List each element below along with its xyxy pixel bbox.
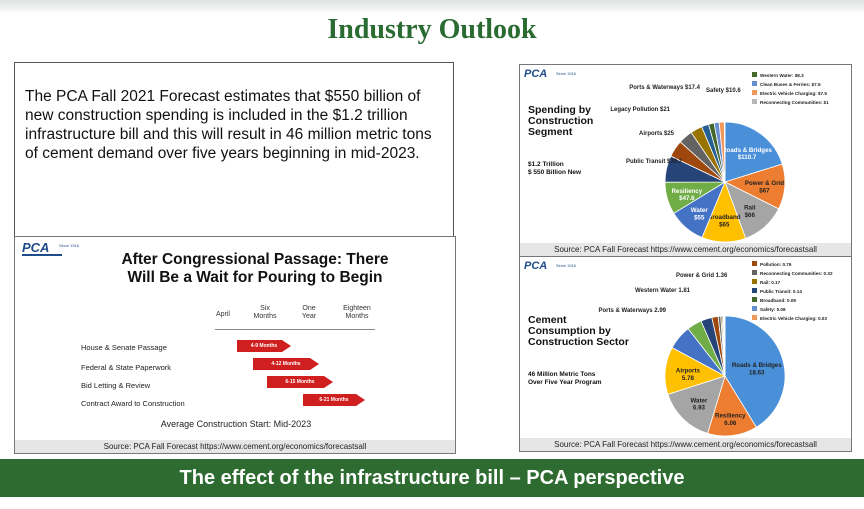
pie-slice-water: [667, 375, 726, 434]
cement-note-1: 46 Million Metric Tons: [528, 371, 596, 378]
pie-label-roads-bridges: Roads & Bridges 18.63: [732, 362, 782, 376]
timeline-panel: PCA Since 1916 After Congressional Passa…: [14, 236, 456, 454]
legend-swatch-reconnecting-communities: [752, 99, 757, 104]
pca-logo: PCA: [524, 68, 548, 80]
spending-note-1: $1.2 Trillion: [528, 161, 564, 168]
cement-pie-chart: Roads & Bridges 18.63 Resiliency 6.06 Water 6…: [599, 261, 833, 437]
timeline-title-line2: Will Be a Wait for Pouring to Begin: [127, 269, 383, 286]
legend-label-clean-buses-ferries: Clean Buses & Ferries: $7.5: [760, 82, 821, 87]
pie-label-power-grid: Power & Grid 1.36: [676, 273, 728, 279]
intro-textbox: The PCA Fall 2021 Forecast estimates tha…: [14, 62, 454, 238]
pie-slice-roads-bridges: [724, 315, 786, 428]
spending-note-2: $ 550 Billion New: [528, 169, 582, 176]
legend-label-public-transit: Public Transit: 0.14: [760, 289, 802, 294]
pie-label-airports: Airports $25: [639, 131, 675, 137]
timeline-col-six-months: Six Months: [253, 305, 277, 320]
legend-swatch-reconnecting-communities: [752, 270, 757, 275]
timeline-row-label: Contract Award to Construction: [81, 399, 185, 408]
legend-swatch-western-water: [752, 72, 757, 77]
pie-label-airports: Airports 5.78: [676, 368, 701, 382]
pie-label-ports-waterways: Ports & Waterways 2.99: [599, 308, 667, 314]
top-shade: [0, 0, 864, 14]
pie-label-western-water: Western Water 1.81: [635, 288, 691, 294]
logo-rule: [22, 254, 62, 256]
pie-label-resiliency: Resiliency 6.06: [715, 413, 746, 427]
pie-label-broadband: Broadband $65: [708, 214, 741, 228]
legend-label-reconnecting-communities: Reconnecting Communities: $1: [760, 100, 829, 105]
timeline-row-label: House & Senate Passage: [81, 343, 167, 352]
timeline-bar: 4-12 Months: [253, 358, 319, 370]
legend-label-safety: Safety: 0.08: [760, 307, 786, 312]
legend-label-western-water: Western Water: $8.3: [760, 73, 804, 78]
pca-logo-sub: Since 1916: [556, 71, 577, 76]
pie-label-roads-bridges: Roads & Bridges $110.7: [722, 147, 772, 161]
legend-swatch-clean-buses-ferries: [752, 81, 757, 86]
pca-logo-sub: Since 1916: [556, 263, 577, 268]
page-title: Industry Outlook: [327, 14, 537, 45]
pca-logo: PCA: [524, 260, 548, 272]
pie-label-safety: Safety $10.6: [706, 88, 741, 94]
timeline-row-label: Bid Letting & Review: [81, 381, 151, 390]
pie-label-water: Water $55: [691, 207, 709, 221]
cement-chart-title: Cement Consumption by Construction Secto…: [528, 314, 629, 348]
spending-chart-panel: PCA Since 1916 Spending by Construction …: [519, 64, 852, 257]
legend-label-broadband: Broadband: 0.09: [760, 298, 796, 303]
timeline-title-line1: After Congressional Passage: There: [121, 251, 389, 268]
timeline-axis: [215, 329, 375, 330]
legend-swatch-pollution: [752, 261, 757, 266]
legend-label-pollution: Pollution: 0.76: [760, 262, 792, 267]
legend-label-rail: Rail: 0.17: [760, 280, 781, 285]
pie-label-power-grid: Power & Grid $67: [745, 180, 784, 194]
legend-swatch-public-transit: [752, 288, 757, 293]
legend-swatch-electric-vehicle-charging: [752, 90, 757, 95]
timeline-col-eighteen-months: Eighteen Months: [343, 305, 371, 320]
pca-logo: PCA: [22, 240, 50, 255]
timeline-title: After Congressional Passage: There Will …: [55, 251, 455, 287]
cement-note-2: Over Five Year Program: [528, 379, 602, 386]
timeline-bar: 6-21 Months: [303, 394, 365, 406]
pie-label-public-transit: Public Transit $39.2: [626, 159, 683, 165]
legend-swatch-safety: [752, 306, 757, 311]
pie-label-rail: Rail $66: [744, 205, 756, 219]
pie-label-water: Water 6.93: [690, 398, 708, 412]
timeline-footer: Average Construction Start: Mid-2023: [160, 419, 312, 429]
legend-swatch-broadband: [752, 297, 757, 302]
footer-banner: The effect of the infrastructure bill – …: [0, 459, 864, 497]
timeline-row-label: Federal & State Paperwork: [81, 363, 172, 372]
pca-logo-sub: Since 1916: [59, 243, 80, 248]
intro-text: The PCA Fall 2021 Forecast estimates tha…: [25, 88, 432, 162]
timeline-bar: 6-15 Months: [267, 376, 333, 388]
legend-label-electric-vehicle-charging: Electric Vehicle Charging: 0.03: [760, 316, 827, 321]
cement-chart-panel: PCA Since 1916 Cement Consumption by Con…: [519, 256, 852, 452]
pie-slice-roads-bridges: [724, 121, 783, 183]
legend-label-reconnecting-communities: Reconnecting Communities: 0.32: [760, 271, 833, 276]
pie-label-legacy-pollution: Legacy Pollution $21: [610, 107, 670, 113]
spending-pie-chart: Roads & Bridges $110.7 Power & Grid $67 Rail…: [610, 72, 829, 243]
timeline-source: Source: PCA Fall Forecast https://www.ce…: [15, 440, 455, 453]
legend-swatch-rail: [752, 279, 757, 284]
pie-label-resiliency: Resiliency $47.6: [672, 188, 703, 202]
spending-chart-title: Spending by Construction Segment: [528, 104, 594, 138]
legend-label-electric-vehicle-charging: Electric Vehicle Charging: $7.5: [760, 91, 827, 96]
timeline-col-april: April: [215, 311, 230, 318]
cement-source: Source: PCA Fall Forecast https://www.ce…: [520, 438, 851, 451]
timeline-col-one-year: One Year: [301, 305, 317, 320]
spending-source: Source: PCA Fall Forecast https://www.ce…: [520, 243, 851, 256]
footer-margin: [0, 497, 864, 509]
legend-swatch-electric-vehicle-charging: [752, 315, 757, 320]
timeline-bar: 4-9 Months: [237, 340, 291, 352]
pie-label-ports-waterways: Ports & Waterways $17.4: [629, 85, 700, 91]
pie-slice-reconnecting-communities: [723, 121, 726, 183]
